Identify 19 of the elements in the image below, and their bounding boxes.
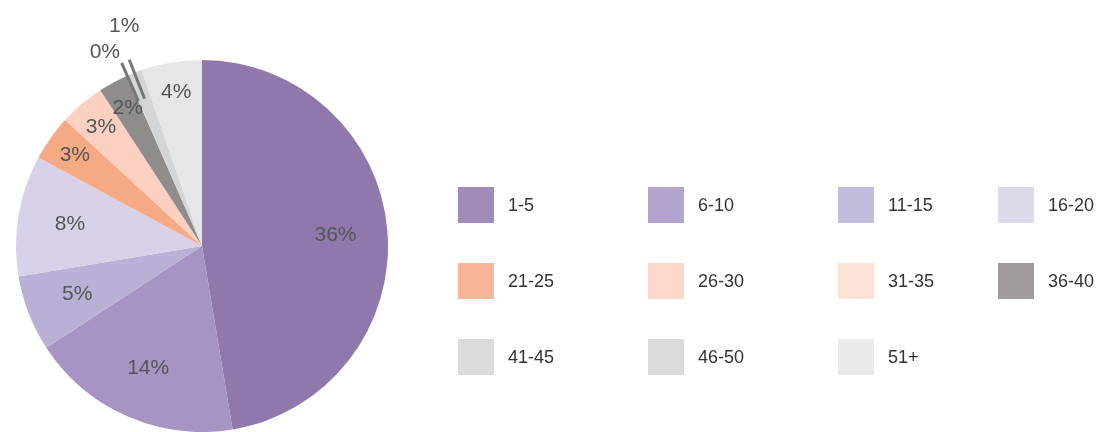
data-label: 14% <box>127 355 170 379</box>
text: 0% <box>89 38 121 62</box>
legend-label: 1-5 <box>508 194 535 216</box>
legend-label: 21-25 <box>508 270 555 292</box>
legend-label: 26-30 <box>698 270 745 292</box>
legend-label: 31-35 <box>888 270 935 292</box>
legend-label: 36-40 <box>1048 270 1095 292</box>
data-label: 3% <box>59 142 91 166</box>
legend-label: 11-15 <box>888 194 933 216</box>
legend-label: 41-45 <box>508 346 555 368</box>
legend-label: 51+ <box>888 346 919 368</box>
data-label: 4% <box>161 78 192 102</box>
legend-label: 46-50 <box>698 346 745 368</box>
data-label: 5% <box>62 281 93 305</box>
data-label: 1% <box>109 12 140 36</box>
data-label: 8% <box>54 210 86 234</box>
data-label: 36% <box>314 221 357 245</box>
legend-label: 6-10 <box>698 194 735 216</box>
legend-label: 16-20 <box>1048 194 1095 216</box>
